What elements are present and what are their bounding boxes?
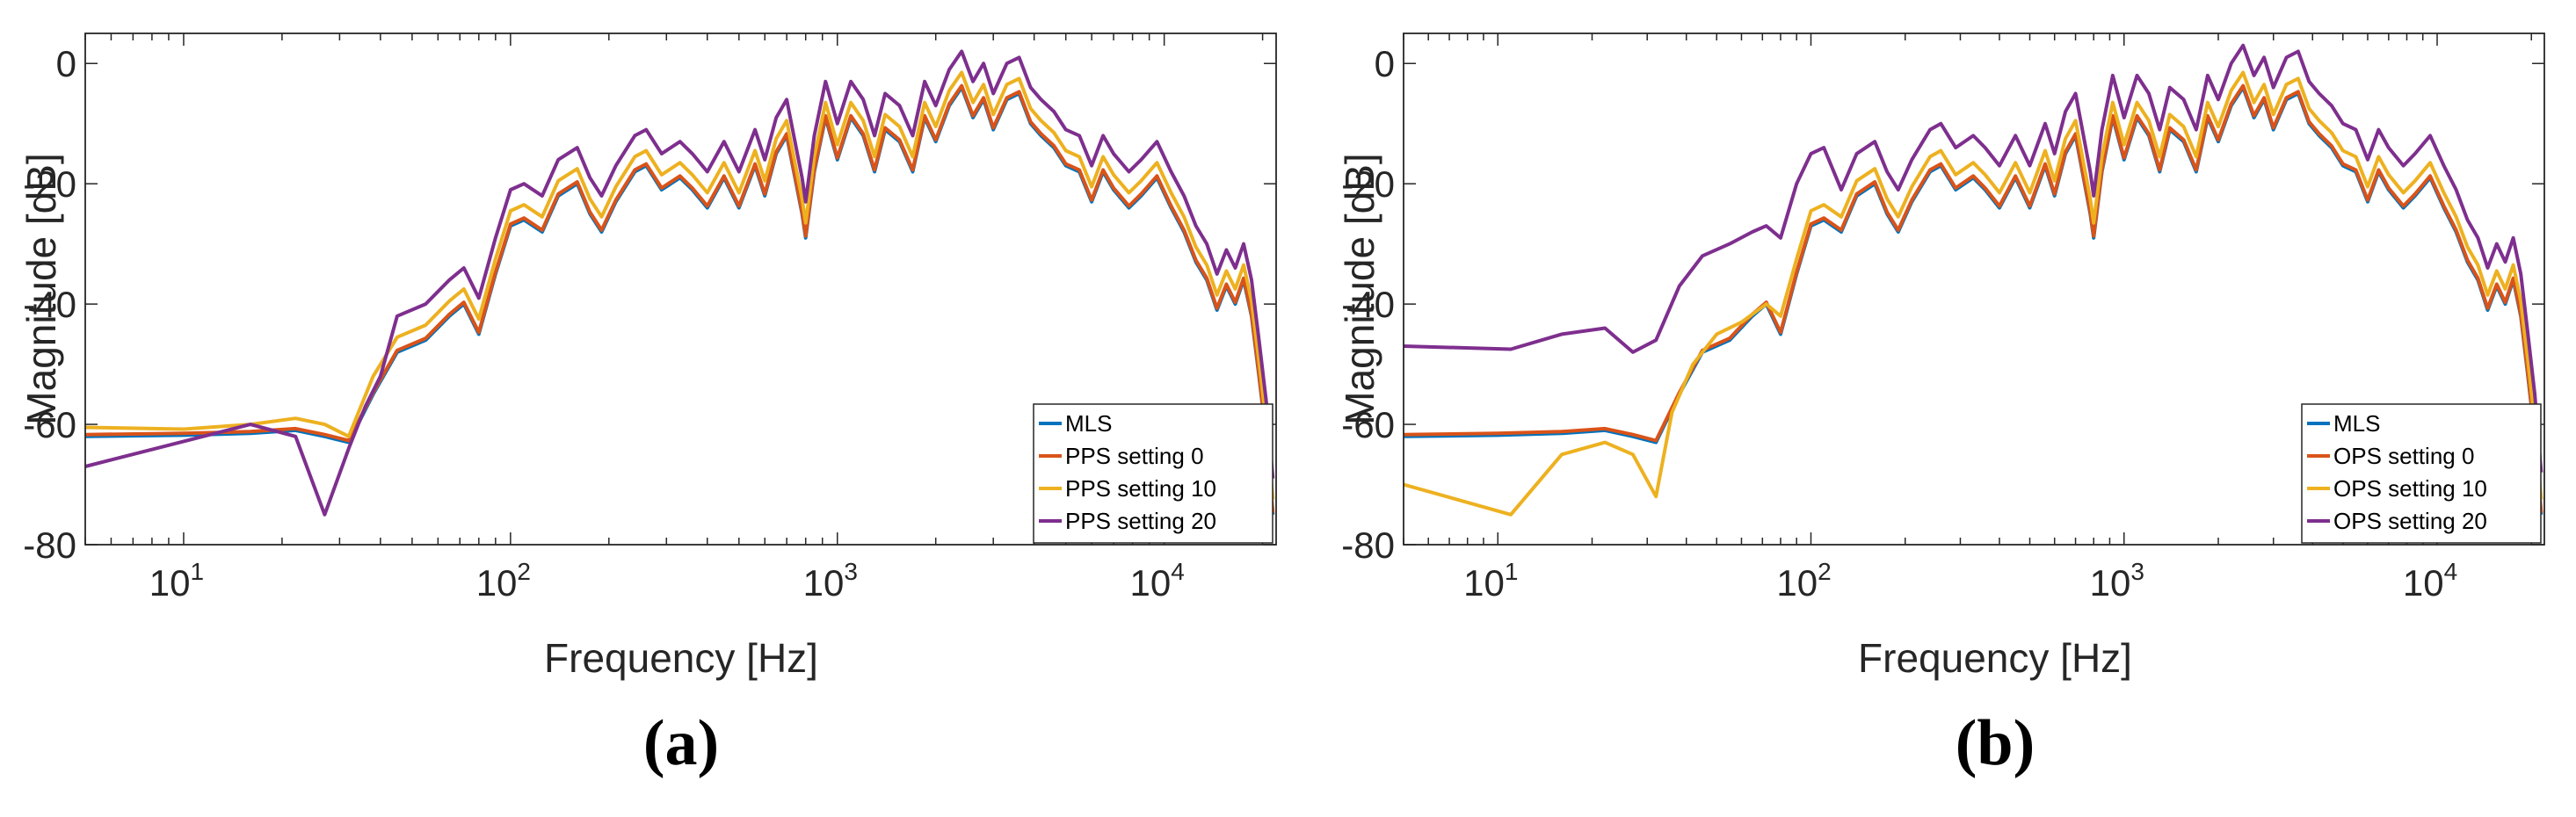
series-line-setting0 [1404,83,2543,513]
legend: MLS OPS setting 0 OPS setting 10 OPS settin… [2301,403,2542,544]
legend: MLS PPS setting 0 PPS setting 10 PPS settin… [1033,403,1273,544]
y-tick-label: -60 [23,404,76,445]
y-axis-label: Magnitude [dB] [18,153,64,424]
y-tick-label: 0 [1375,43,1395,84]
legend-entry: OPS setting 20 [2333,508,2487,534]
x-tick-label: 102 [1776,558,1831,604]
series-line-setting0 [85,83,1275,513]
legend-entry: MLS [2333,410,2380,437]
x-tick-label: 103 [2090,558,2144,604]
legend-entry: MLS [1065,410,1112,437]
axes-box [1403,33,2545,546]
x-tick-label: 104 [2403,558,2457,604]
legend-entry: OPS setting 0 [2333,443,2474,469]
series-line-setting10 [85,70,1275,500]
legend-entry: PPS setting 0 [1065,443,1204,469]
legend-entry: PPS setting 10 [1065,475,1216,502]
y-tick-label: -40 [1341,284,1395,325]
x-tick-label: 104 [1130,558,1185,604]
y-tick-label: -20 [23,163,76,205]
y-axis-label: Magnitude [dB] [1337,153,1382,424]
series-line-setting20 [85,49,1275,517]
x-tick-label: 101 [149,558,204,604]
panel-label: (a) [643,707,719,779]
x-tick-label: 101 [1463,558,1518,604]
series-lines [85,49,1275,517]
chart-panel-a: 0 -20 -40 -60 -80 101 102 103 104 Frequency [Hz] M… [18,33,1277,779]
series-line-setting10 [1404,70,2543,517]
y-tick-label: -80 [23,524,76,566]
x-tick-label: 103 [803,558,858,604]
axes-box [84,33,1277,546]
chart-panel-b: 0 -20 -40 -60 -80 101 102 103 104 Frequency [Hz] M… [1337,33,2545,779]
x-axis-label: Frequency [Hz] [544,635,818,681]
y-tick-label: -20 [1341,163,1395,205]
series-line-setting20 [1404,43,2543,473]
y-tick-label: -40 [23,284,76,325]
x-tick-label: 102 [476,558,531,604]
y-tick-label: -60 [1341,404,1395,445]
y-tick-label: 0 [56,43,76,84]
legend-entry: PPS setting 20 [1065,508,1216,534]
panel-label: (b) [1956,707,2035,779]
y-tick-label: -80 [1341,524,1395,566]
series-lines [1404,43,2543,517]
legend-entry: OPS setting 10 [2333,475,2487,502]
x-axis-label: Frequency [Hz] [1858,635,2132,681]
